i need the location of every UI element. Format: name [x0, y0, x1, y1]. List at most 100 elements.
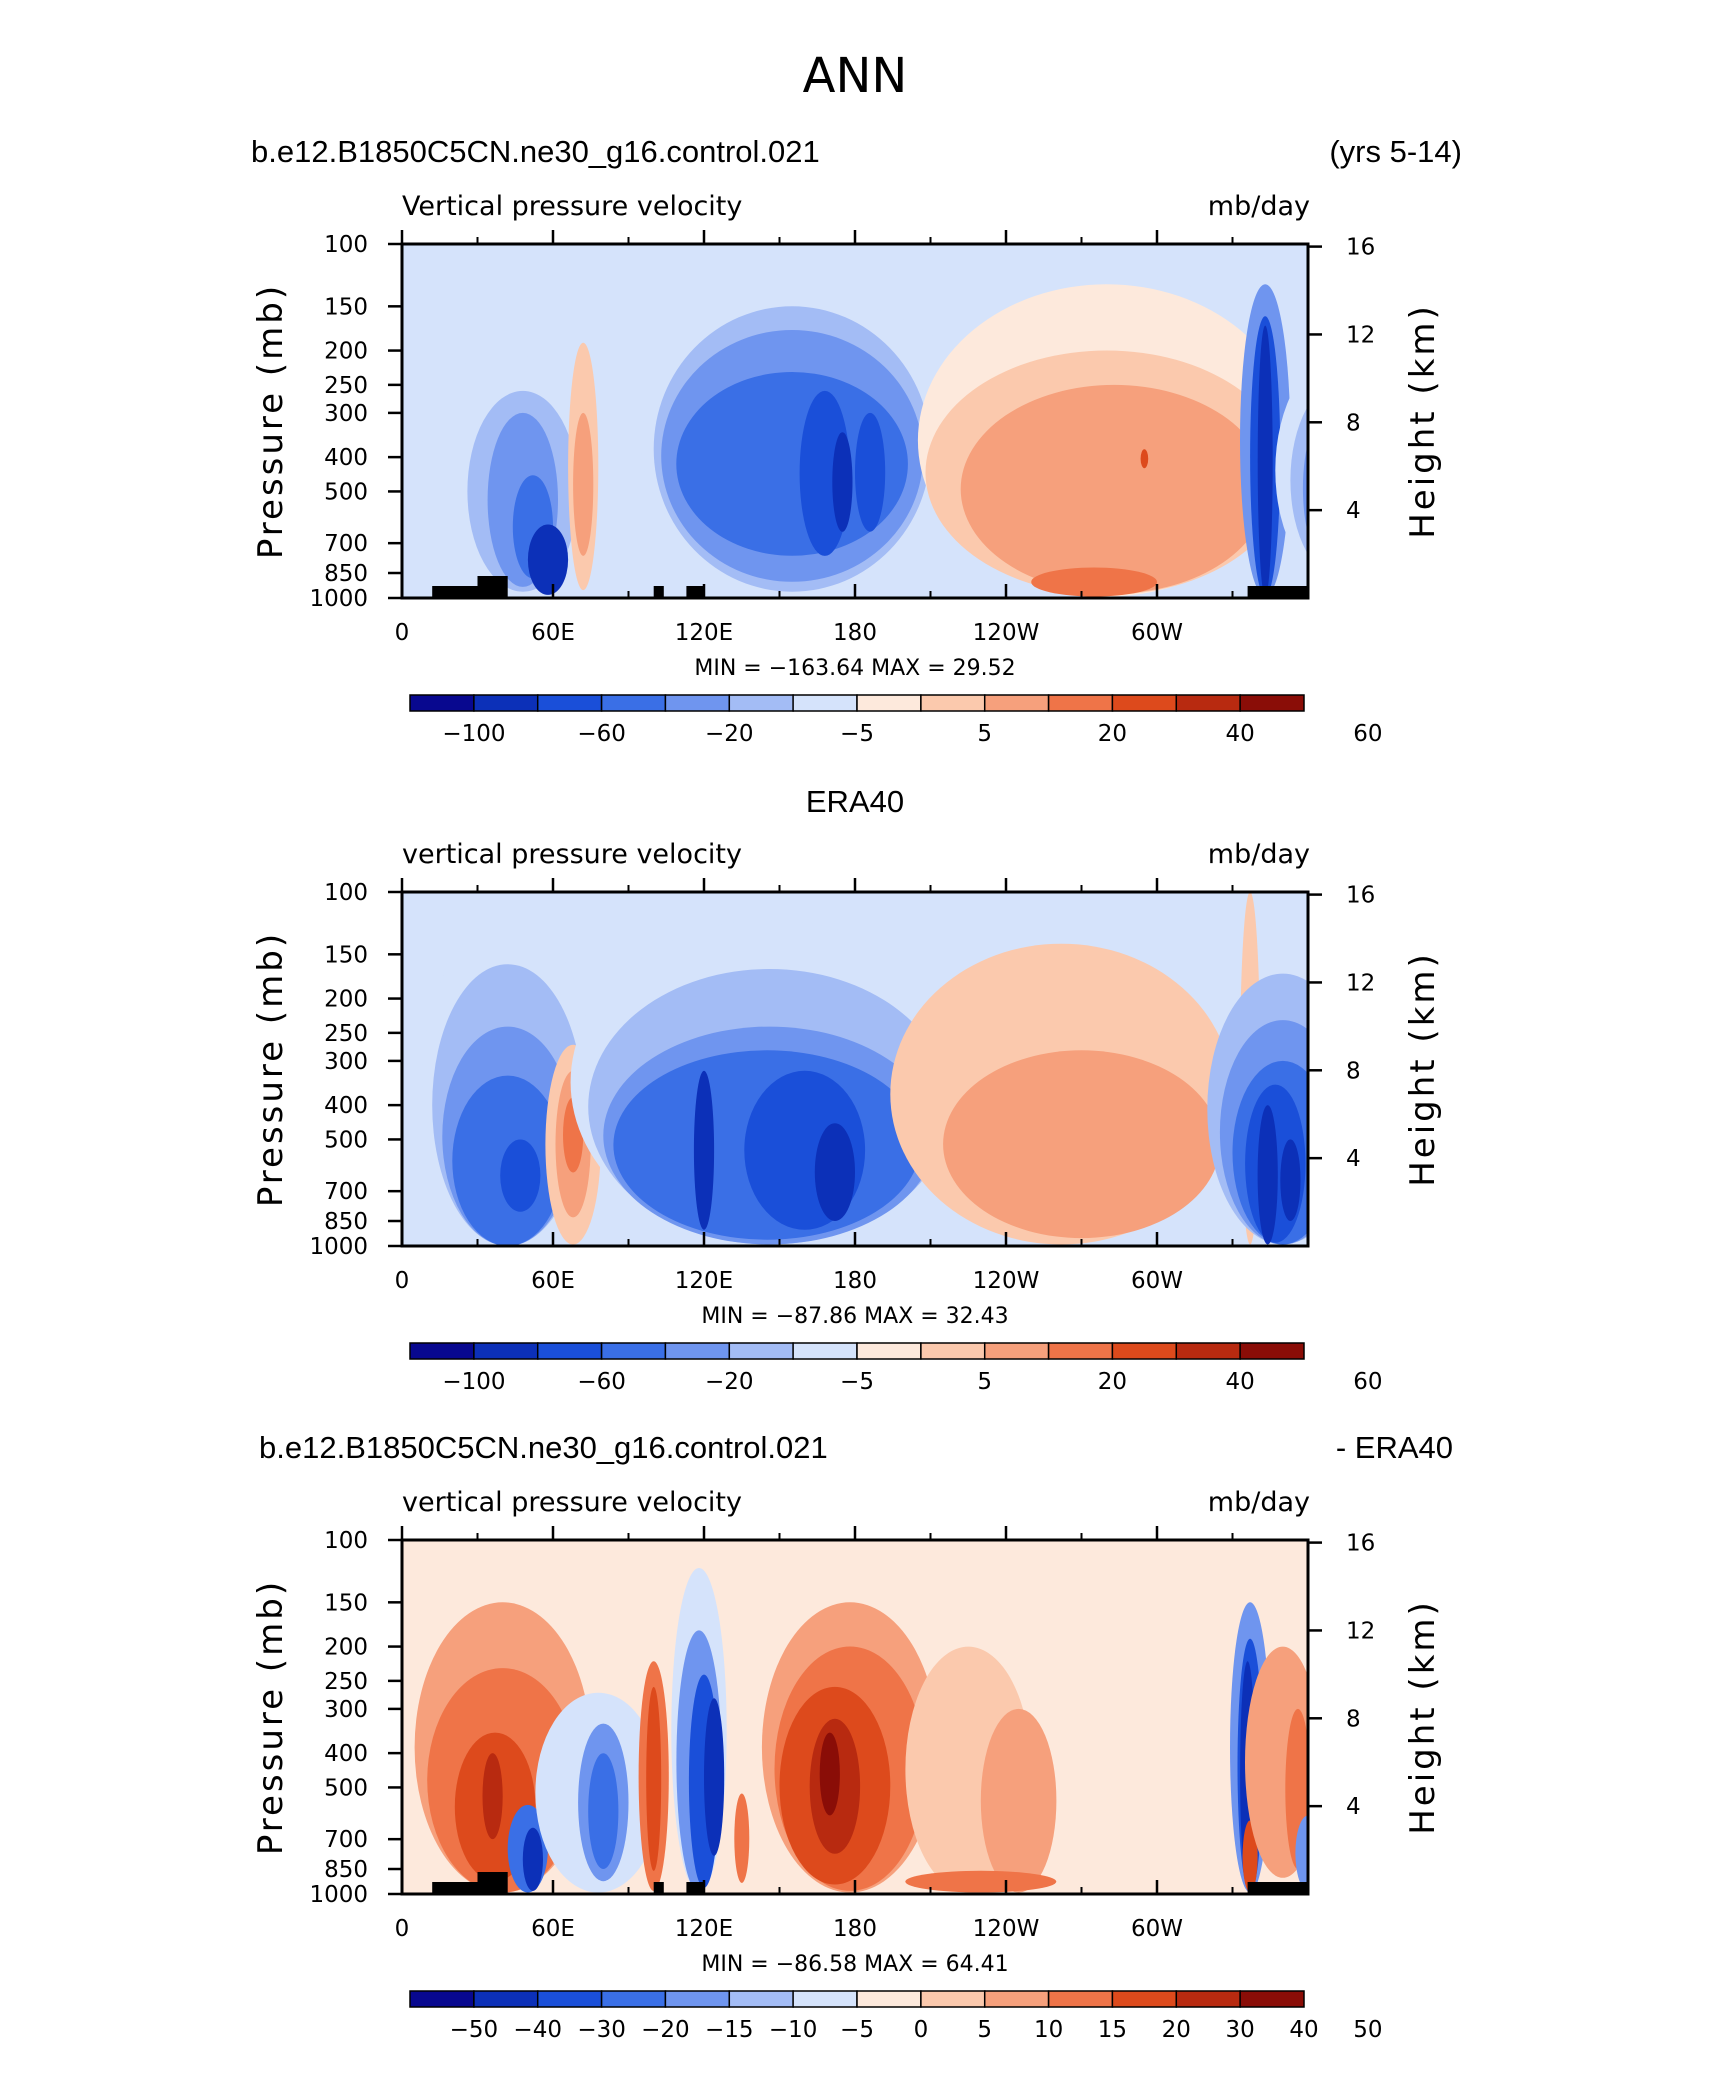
colorbar-label: −40 — [513, 2017, 562, 2043]
panel1-units-label: mb/day — [1208, 191, 1310, 222]
colorbar-swatch — [983, 694, 1050, 712]
colorbar-label: −20 — [641, 2017, 690, 2043]
contour-region — [1290, 405, 1308, 555]
panel1-left-header: b.e12.B1850C5CN.ne30_g16.control.021 — [251, 134, 820, 169]
colorbar-label: 50 — [1353, 2017, 1382, 2043]
y-tick-label: 200 — [324, 1635, 368, 1661]
y-tick-label: 700 — [324, 531, 368, 557]
contour-region — [1257, 1105, 1278, 1245]
x-tick-label: 60W — [1131, 1916, 1183, 1942]
contour-region — [1295, 1815, 1308, 1891]
y-tick-label: 300 — [324, 1697, 368, 1723]
colorbar-swatch — [1111, 1342, 1178, 1360]
colorbar-label: 40 — [1225, 1369, 1254, 1395]
colorbar-label: −5 — [840, 2017, 874, 2043]
y-tick-label: 500 — [324, 1775, 368, 1801]
contour-region — [832, 432, 853, 532]
panel3-units-label: mb/day — [1208, 1487, 1310, 1518]
colorbar-swatch — [1175, 1342, 1241, 1360]
colorbar-swatch — [473, 1342, 539, 1360]
panel2-center-header: ERA40 — [806, 784, 904, 819]
colorbar-swatch — [1111, 1990, 1178, 2008]
colorbar-label: 40 — [1225, 721, 1254, 747]
panel2-units-label: mb/day — [1208, 839, 1310, 870]
y-tick-label: 250 — [324, 1021, 368, 1047]
x-tick-label: 60W — [1131, 1268, 1183, 1294]
land-mask-block — [653, 586, 664, 598]
y-tick-label: 1000 — [309, 1882, 368, 1908]
colorbar-label: −15 — [705, 2017, 754, 2043]
y2-tick-label: 12 — [1346, 1618, 1375, 1644]
contour-region — [588, 1753, 619, 1869]
colorbar-swatch — [920, 694, 986, 712]
panel1-colorbar: −100 −60 −20 −5 5 20 40 60 — [409, 694, 1383, 747]
panel2-contour-field — [422, 892, 1308, 1246]
colorbar-swatch — [1175, 694, 1241, 712]
y2-tick-label: 16 — [1346, 883, 1375, 909]
y-tick-label: 1000 — [309, 1234, 368, 1260]
y-tick-label: 100 — [324, 232, 368, 258]
panel3-colorbar: −50 −40 −30 −20 −15 −10 −5 0 5 10 15 20 30 40 50 — [409, 1990, 1383, 2043]
colorbar-swatch — [600, 1990, 667, 2008]
y-tick-label: 850 — [324, 561, 368, 587]
x-tick-label: 120W — [973, 620, 1040, 646]
contour-region — [573, 412, 594, 556]
contour-region — [527, 524, 569, 595]
contour-region — [980, 1708, 1057, 1893]
land-mask-block — [653, 1882, 664, 1894]
y-tick-label: 500 — [324, 1127, 368, 1153]
colorbar-label: 40 — [1289, 2017, 1318, 2043]
x-tick-label: 180 — [833, 1268, 877, 1294]
x-tick-label: 180 — [833, 620, 877, 646]
y2-tick-label: 4 — [1346, 1794, 1361, 1820]
colorbar-swatch — [664, 694, 731, 712]
y-tick-label: 250 — [324, 373, 368, 399]
colorbar-label: −5 — [840, 1369, 874, 1395]
colorbar-label: 30 — [1225, 2017, 1254, 2043]
contour-region — [646, 1686, 662, 1871]
panel3-variable-label: vertical pressure velocity — [402, 1487, 742, 1518]
panel3-min-max: MIN = −86.58 MAX = 64.41 — [701, 1952, 1008, 1977]
colorbar-label: 0 — [914, 2017, 929, 2043]
y-tick-label: 700 — [324, 1179, 368, 1205]
y-tick-label: 400 — [324, 1093, 368, 1119]
x-tick-label: 60E — [531, 1268, 575, 1294]
colorbar-swatch — [1175, 1990, 1241, 2008]
x-tick-label: 180 — [833, 1916, 877, 1942]
colorbar-swatch — [409, 694, 475, 712]
panel1-contour-field — [419, 272, 1308, 597]
panel3-left-header: b.e12.B1850C5CN.ne30_g16.control.021 — [259, 1430, 828, 1465]
colorbar-swatch — [792, 1990, 858, 2008]
colorbar-swatch — [1047, 1342, 1114, 1360]
x-tick-label: 0 — [395, 620, 410, 646]
y-tick-label: 400 — [324, 1741, 368, 1767]
land-mask-block — [1247, 586, 1308, 598]
panel1-variable-label: Vertical pressure velocity — [402, 191, 742, 222]
colorbar-swatch — [1111, 694, 1178, 712]
colorbar-label: 5 — [977, 721, 992, 747]
y2-tick-label: 4 — [1346, 1146, 1361, 1172]
colorbar-swatch — [983, 1342, 1050, 1360]
contour-region — [1321, 1681, 1346, 1888]
colorbar-label: 20 — [1098, 721, 1127, 747]
y2-axis-label: Height (km) — [1403, 303, 1443, 539]
colorbar-label: 20 — [1098, 1369, 1127, 1395]
contour-region — [855, 412, 886, 532]
panel1-right-header: (yrs 5-14) — [1329, 134, 1462, 169]
colorbar-swatch — [856, 1990, 922, 2008]
colorbar-swatch — [1239, 1342, 1305, 1360]
y-tick-label: 150 — [324, 1590, 368, 1616]
colorbar-label: 60 — [1353, 721, 1382, 747]
land-mask-block — [477, 1872, 508, 1894]
y2-tick-label: 4 — [1346, 498, 1361, 524]
y2-tick-label: 16 — [1346, 1531, 1375, 1557]
y2-tick-label: 12 — [1346, 970, 1375, 996]
colorbar-swatch — [600, 694, 667, 712]
y-tick-label: 850 — [324, 1209, 368, 1235]
figure-title: ANN — [803, 48, 908, 104]
panel3-right-header: - ERA40 — [1336, 1430, 1453, 1465]
panel-1-model: Vertical pressure velocity mb/day 0 60E 12… — [251, 191, 1443, 747]
panel2-colorbar: −100 −60 −20 −5 5 20 40 60 — [409, 1342, 1383, 1395]
